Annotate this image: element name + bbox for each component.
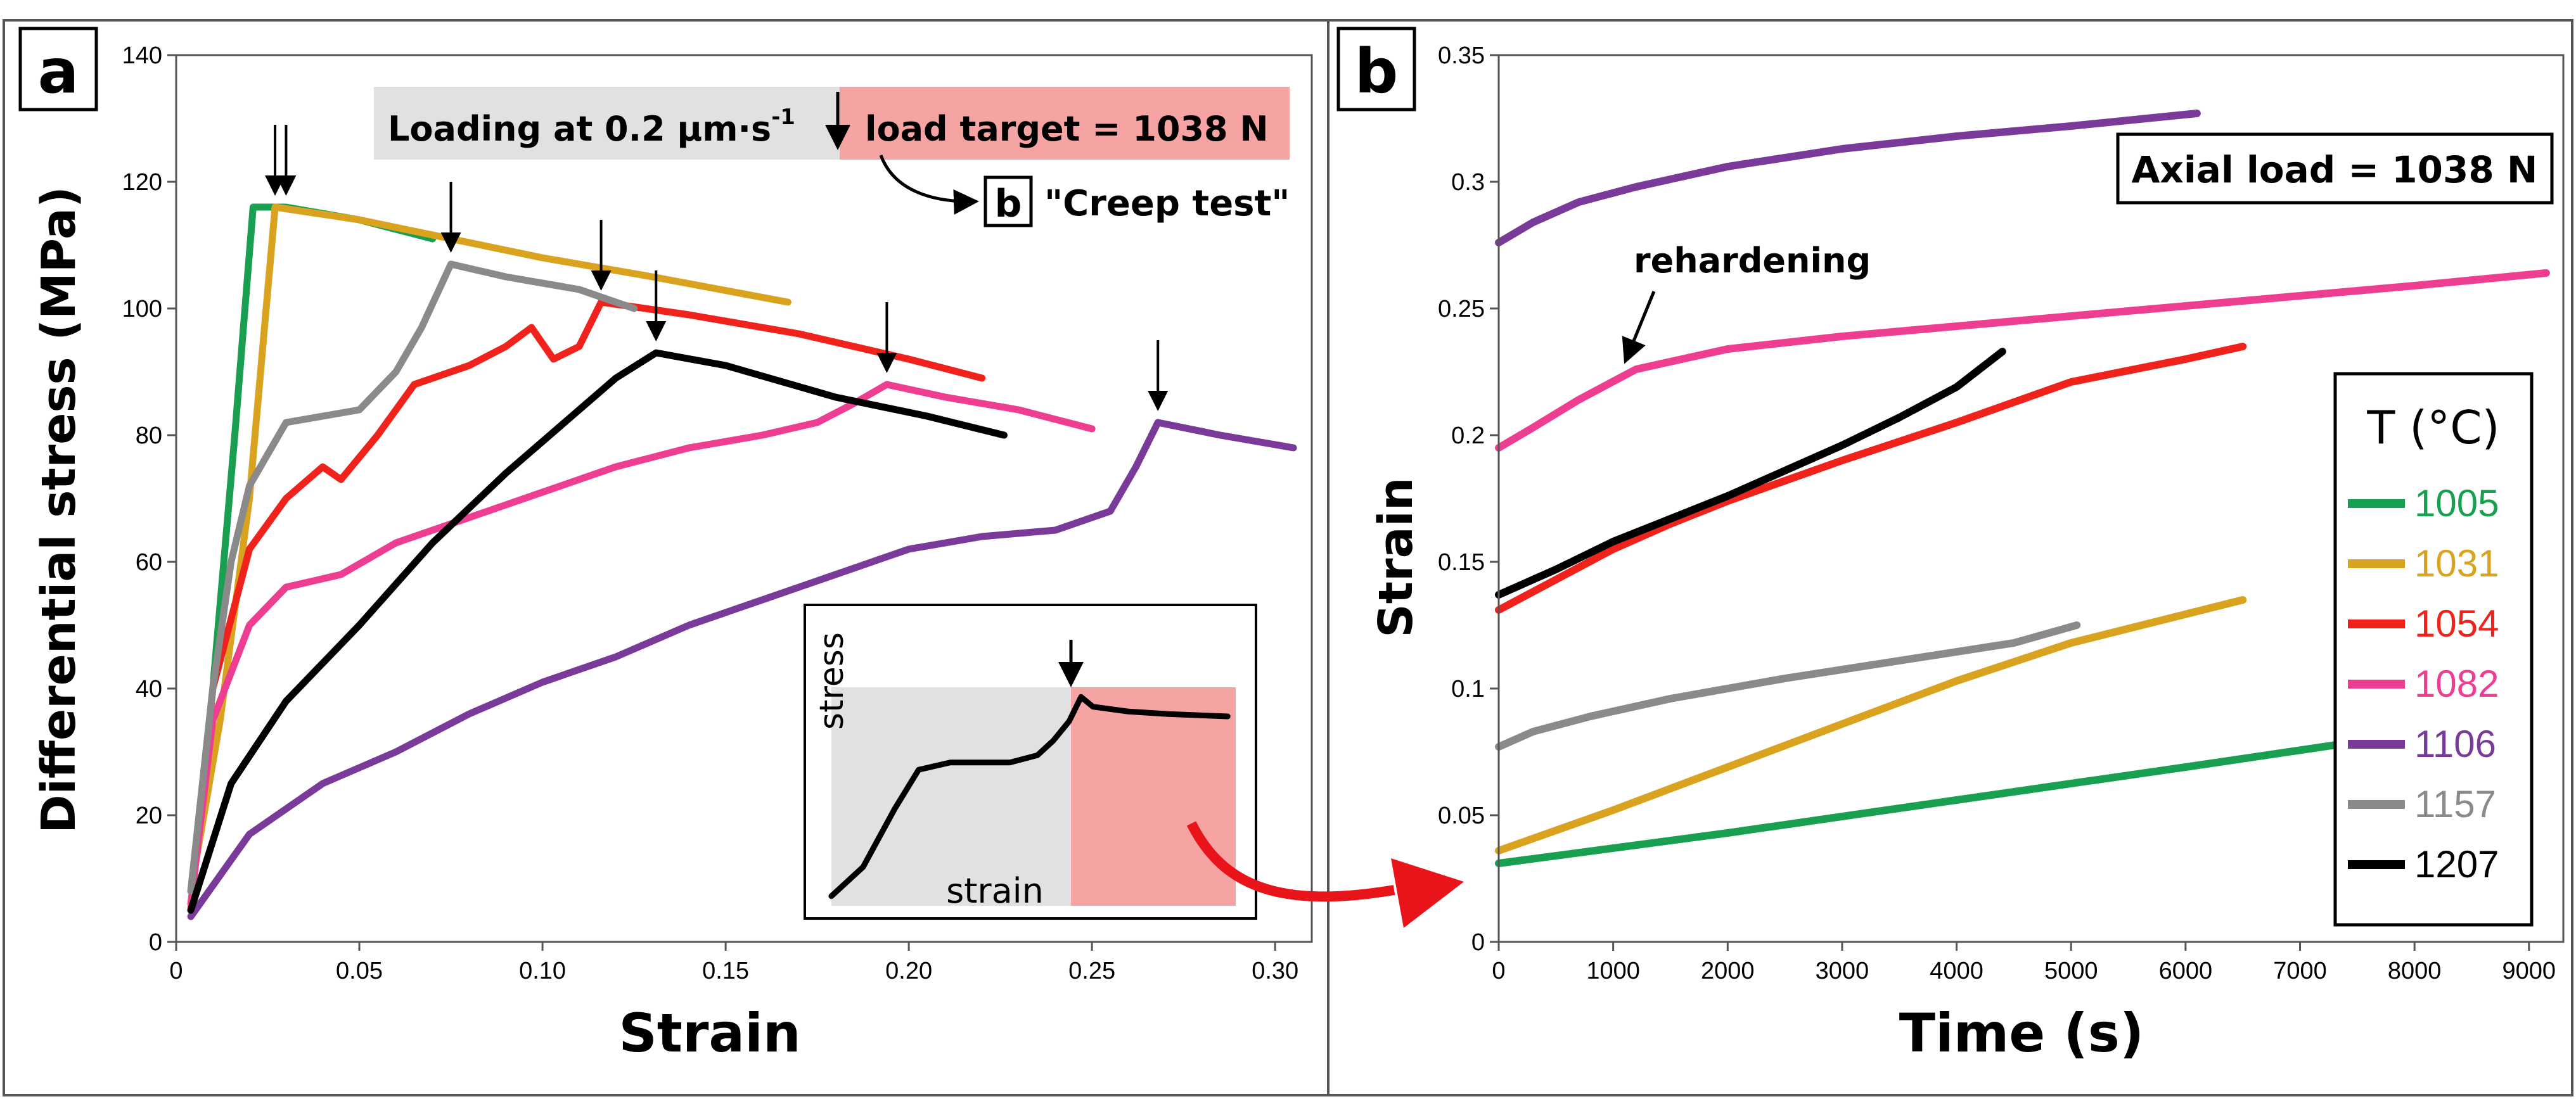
- y-tick-label: 0.3: [1451, 169, 1485, 196]
- panel-b-xlabel: Time (s): [1899, 1002, 2144, 1064]
- creep-ref-label: b: [995, 182, 1022, 226]
- creep-transition-arrowhead: [1391, 858, 1464, 928]
- axial-load-text: Axial load = 1038 N: [2132, 148, 2538, 191]
- series-line-1207: [1495, 348, 2006, 599]
- inset-curve: [828, 694, 1231, 899]
- legend-label-1106: 1106: [2414, 723, 2496, 765]
- y-tick-label: 0: [1471, 929, 1485, 956]
- series-line-1106: [1495, 110, 2201, 246]
- y-tick-label: 0.15: [1438, 549, 1485, 576]
- series-line-1157: [187, 260, 638, 895]
- y-tick-label: 0.2: [1451, 422, 1485, 449]
- panel-b-ylabel: Strain: [1369, 477, 1423, 637]
- creep-test-text: "Creep test": [1044, 183, 1290, 224]
- legend-label-1082: 1082: [2414, 663, 2499, 705]
- x-tick-label: 6000: [2159, 958, 2213, 984]
- y-tick-label: 0.05: [1438, 803, 1485, 829]
- x-tick-label: 0.25: [1068, 958, 1115, 984]
- x-tick-label: 0.15: [702, 958, 749, 984]
- legend-frame: [2333, 372, 2534, 927]
- panel-b-series: [1495, 110, 2550, 867]
- series-line-1054: [187, 298, 986, 914]
- inset-creep-region: [1071, 687, 1236, 906]
- x-tick-label: 2000: [1701, 958, 1755, 984]
- series-line-1054: [1495, 343, 2247, 614]
- series-line-1207: [187, 349, 1008, 914]
- y-tick-label: 0.25: [1438, 296, 1485, 322]
- panel-a-chart: 0 20 40 60 80 100 120 140 0 0.05 0.10 0.15 0.20 0.25 0…: [18, 27, 1313, 1064]
- x-tick-label: 0.05: [336, 958, 383, 984]
- inset-loading-region: [831, 687, 1071, 906]
- y-tick-label: 60: [136, 549, 162, 576]
- y-tick-label: 40: [136, 676, 162, 702]
- x-tick-label: 8000: [2388, 958, 2442, 984]
- panel-a-series: [187, 125, 1297, 920]
- x-tick-label: 7000: [2273, 958, 2327, 984]
- series-line-1031: [1495, 596, 2247, 854]
- target-text: load target = 1038 N: [865, 109, 1269, 149]
- panel-b-plot-frame: [1497, 54, 2565, 943]
- panel-a-label: a: [38, 36, 79, 107]
- series-line-1157: [1495, 621, 2081, 751]
- y-tick-label: 20: [136, 803, 162, 829]
- creep-link-arrow: [879, 155, 979, 215]
- legend-label-1157: 1157: [2414, 783, 2496, 825]
- figure-frame: [3, 19, 2573, 1096]
- panel-a-ylabel: Differential stress (MPa): [32, 186, 86, 834]
- rehardening-text: rehardening: [1634, 241, 1871, 281]
- axial-load-box: [2116, 132, 2554, 205]
- legend: T (°C) 1005 1031 1054 1082 1106 1157 1207: [2333, 372, 2534, 927]
- inset-xlabel: strain: [946, 871, 1044, 911]
- legend-label-1031: 1031: [2414, 542, 2499, 585]
- series-line-1106: [187, 419, 1297, 920]
- y-tick-label: 140: [122, 42, 162, 69]
- panel-a-xlabel: Strain: [618, 1002, 800, 1064]
- series-line-1005: [1495, 740, 2344, 867]
- panel-b-label: b: [1355, 36, 1399, 107]
- legend-title: T (°C): [2366, 401, 2499, 454]
- x-tick-label: 3000: [1816, 958, 1869, 984]
- y-tick-label: 0: [149, 929, 162, 956]
- target-box: [840, 87, 1290, 160]
- series-line-1082: [187, 381, 1096, 908]
- panel-a-plot-frame: [175, 54, 1313, 943]
- loading-text: Loading at 0.2 µm·s-1: [388, 105, 795, 149]
- inset-ylabel: stress: [813, 632, 851, 730]
- creep-transition-arrow: [1186, 821, 1395, 902]
- inset-schematic: stress strain: [804, 604, 1257, 920]
- x-tick-label: 0.30: [1252, 958, 1298, 984]
- y-tick-label: 100: [122, 296, 162, 322]
- creep-ref-box: [984, 175, 1033, 227]
- y-tick-label: 0.35: [1438, 42, 1485, 69]
- x-tick-label: 4000: [1930, 958, 1983, 984]
- y-tick-label: 120: [122, 169, 162, 196]
- legend-label-1054: 1054: [2414, 602, 2499, 645]
- loading-box: [374, 87, 840, 160]
- legend-label-1207: 1207: [2414, 843, 2499, 886]
- x-tick-label: 0: [1492, 958, 1505, 984]
- x-tick-label: 5000: [2044, 958, 2098, 984]
- panel-a-label-box: [18, 27, 98, 111]
- series-line-1031: [187, 203, 791, 895]
- panel-b-chart: 0 0.05 0.1 0.15 0.2 0.25 0.3 0.35 0 1000 2000 3000 4…: [1336, 27, 2565, 1064]
- x-tick-label: 9000: [2502, 958, 2556, 984]
- panel-b-label-box: [1336, 27, 1416, 111]
- legend-label-1005: 1005: [2414, 482, 2499, 524]
- x-tick-label: 0: [169, 958, 183, 984]
- series-line-1082: [1495, 269, 2550, 452]
- x-tick-label: 1000: [1586, 958, 1640, 984]
- y-tick-label: 80: [136, 422, 162, 449]
- y-tick-label: 0.1: [1451, 676, 1485, 702]
- x-tick-label: 0.10: [519, 958, 566, 984]
- x-tick-label: 0.20: [885, 958, 932, 984]
- rehardening-arrow: [1622, 291, 1656, 364]
